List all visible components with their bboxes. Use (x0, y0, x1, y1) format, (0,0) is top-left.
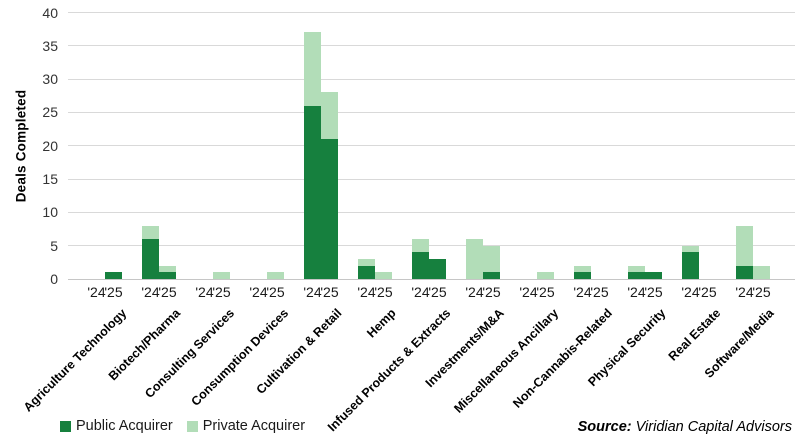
gridline-5 (68, 245, 795, 247)
x-tick-label-25: '25 (644, 284, 663, 300)
gridline-20 (68, 145, 795, 147)
bar-24-private (574, 265, 591, 273)
x-tick-label-25: '25 (590, 284, 609, 300)
bar-25-public (105, 272, 122, 279)
legend-item-private: Private Acquirer (186, 418, 306, 434)
bar-25-private (375, 272, 392, 279)
legend: Public Acquirer Private Acquirer (60, 418, 305, 434)
y-tick-label-35: 35 (42, 37, 58, 54)
bar-25-private (753, 265, 770, 279)
source-text: Viridian Capital Advisors (631, 419, 792, 435)
x-tick-label-25: '25 (428, 284, 447, 300)
y-tick-label-40: 40 (42, 4, 58, 21)
y-tick-label-15: 15 (42, 171, 58, 188)
bar-24-public (358, 265, 375, 279)
x-axis-line (68, 279, 795, 280)
category-label: Consumption Devices (188, 306, 291, 409)
x-tick-label-25: '25 (212, 284, 231, 300)
y-tick-label-0: 0 (50, 271, 58, 287)
x-tick-label-25: '25 (320, 284, 339, 300)
source-credit: Source: Viridian Capital Advisors (578, 419, 792, 435)
x-tick-label-24: '24 (411, 284, 430, 300)
bar-24-public (628, 272, 645, 279)
bar-25-private (321, 92, 338, 140)
bar-25-public (645, 272, 662, 279)
x-tick-label-25: '25 (752, 284, 771, 300)
legend-label-public: Public Acquirer (76, 418, 173, 434)
bar-25-private (483, 245, 500, 273)
x-tick-label-24: '24 (357, 284, 376, 300)
x-tick-label-25: '25 (482, 284, 501, 300)
bar-25-private (537, 272, 554, 279)
gridline-15 (68, 178, 795, 180)
x-tick-label-24: '24 (87, 284, 106, 300)
category-label: Consulting Services (142, 306, 237, 401)
y-tick-label-5: 5 (50, 237, 58, 254)
source-label: Source: (577, 419, 632, 435)
bar-25-public (159, 272, 176, 279)
bar-25-private (213, 272, 230, 279)
private-acquirer-swatch (186, 420, 198, 432)
legend-label-private: Private Acquirer (202, 418, 306, 434)
category-label: Agriculture Technology (20, 306, 129, 415)
x-tick-label-25: '25 (158, 284, 177, 300)
gridline-40 (68, 12, 795, 13)
bar-24-public (736, 265, 753, 279)
x-tick-label-24: '24 (627, 284, 646, 300)
bar-24-private (412, 239, 429, 253)
bar-24-public (574, 272, 591, 279)
category-label: Real Estate (665, 306, 723, 364)
x-tick-label-24: '24 (195, 284, 214, 300)
x-tick-label-24: '24 (249, 284, 268, 300)
bar-24-public (304, 105, 321, 279)
y-tick-label-25: 25 (42, 104, 58, 121)
bar-25-private (267, 272, 284, 279)
category-label: Hemp (364, 306, 399, 341)
bar-24-public (682, 252, 699, 279)
bar-24-private (142, 225, 159, 239)
bar-24-private (358, 259, 375, 266)
bar-24-private (466, 239, 483, 279)
x-tick-label-25: '25 (104, 284, 123, 300)
y-tick-label-30: 30 (42, 71, 58, 88)
x-tick-label-24: '24 (573, 284, 592, 300)
bar-24-private (682, 245, 699, 253)
gridline-10 (68, 211, 795, 213)
bar-25-public (321, 139, 338, 279)
bar-25-private (159, 265, 176, 273)
x-tick-label-25: '25 (374, 284, 393, 300)
bar-24-public (412, 252, 429, 279)
bar-24-private (736, 225, 753, 266)
gridline-35 (68, 45, 795, 47)
x-tick-label-24: '24 (141, 284, 160, 300)
x-tick-label-25: '25 (698, 284, 717, 300)
gridline-30 (68, 78, 795, 80)
bar-24-private (304, 32, 321, 106)
x-tick-label-25: '25 (536, 284, 555, 300)
x-tick-label-24: '24 (303, 284, 322, 300)
public-acquirer-swatch (60, 420, 71, 432)
y-tick-label-10: 10 (42, 204, 58, 221)
x-tick-label-24: '24 (681, 284, 700, 300)
x-tick-label-24: '24 (735, 284, 754, 300)
bar-25-public (483, 272, 500, 279)
category-label: Miscellaneous Ancillary (451, 306, 561, 416)
x-tick-label-25: '25 (266, 284, 285, 300)
x-tick-label-24: '24 (519, 284, 538, 300)
bar-24-public (142, 239, 159, 279)
x-tick-label-24: '24 (465, 284, 484, 300)
bar-25-public (429, 259, 446, 279)
bar-24-private (628, 265, 645, 273)
gridline-25 (68, 111, 795, 113)
category-label: Non-Cannabis-Related (510, 306, 615, 411)
y-tick-label-20: 20 (42, 137, 58, 154)
legend-item-public: Public Acquirer (60, 418, 173, 434)
